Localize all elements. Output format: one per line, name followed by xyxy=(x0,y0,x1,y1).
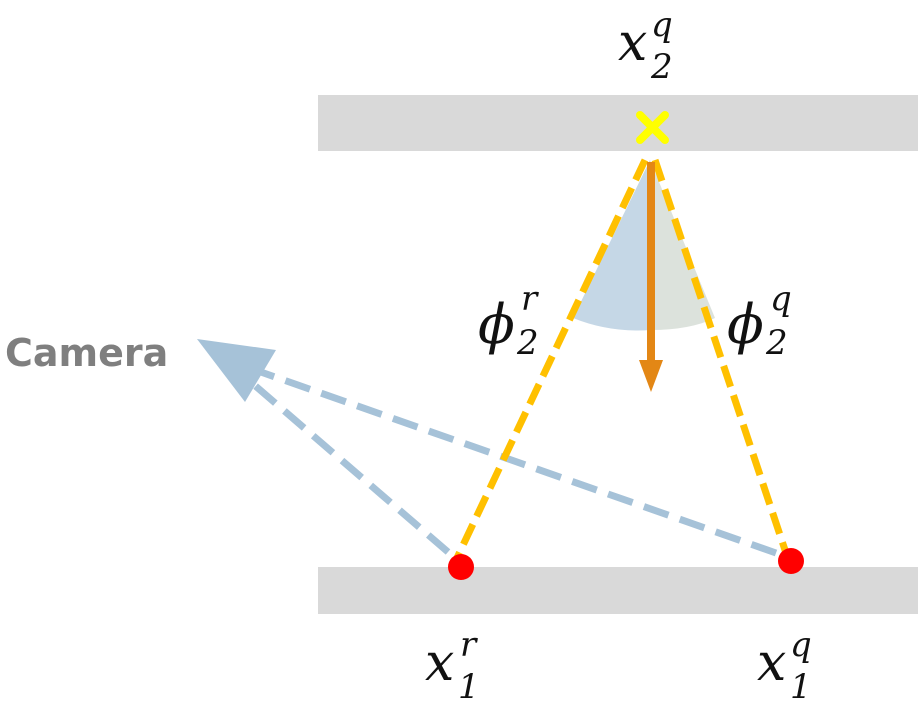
svg-text:2: 2 xyxy=(516,323,539,363)
svg-text:q: q xyxy=(790,625,812,665)
camera-ray-r xyxy=(249,380,451,555)
label-x1q: x 1 q xyxy=(757,625,812,706)
svg-text:x: x xyxy=(425,633,454,693)
query-point-cross-icon xyxy=(636,111,669,144)
normal-arrowhead-icon xyxy=(639,360,663,392)
top-plane xyxy=(318,95,918,151)
label-x2q: x 2 q xyxy=(618,5,673,87)
svg-text:q: q xyxy=(770,279,792,319)
svg-text:2: 2 xyxy=(650,47,673,87)
label-phi2r: ϕ 2 r xyxy=(478,279,539,363)
label-phi2q: ϕ 2 q xyxy=(727,279,792,363)
svg-text:q: q xyxy=(651,5,673,45)
svg-text:r: r xyxy=(521,279,539,319)
svg-text:x: x xyxy=(618,13,647,73)
svg-text:2: 2 xyxy=(765,323,788,363)
camera-ray-q xyxy=(256,367,778,557)
svg-text:r: r xyxy=(460,625,478,665)
angle-wedge-q xyxy=(650,160,715,330)
camera-arrowhead-icon xyxy=(197,339,276,402)
bottom-plane xyxy=(318,567,918,614)
svg-text:ϕ: ϕ xyxy=(478,293,515,356)
svg-text:1: 1 xyxy=(790,667,812,706)
point-x1r-dot-icon xyxy=(448,554,474,580)
svg-text:ϕ: ϕ xyxy=(727,293,764,356)
label-x1r: x 1 r xyxy=(425,625,480,706)
angle-wedge-r xyxy=(573,160,651,331)
svg-text:1: 1 xyxy=(458,667,480,706)
camera-label: Camera xyxy=(5,331,168,375)
svg-text:x: x xyxy=(757,633,786,693)
ray-x2q-to-x1q xyxy=(651,158,790,555)
point-x1q-dot-icon xyxy=(778,548,804,574)
ray-x2q-to-x1r xyxy=(452,158,649,562)
